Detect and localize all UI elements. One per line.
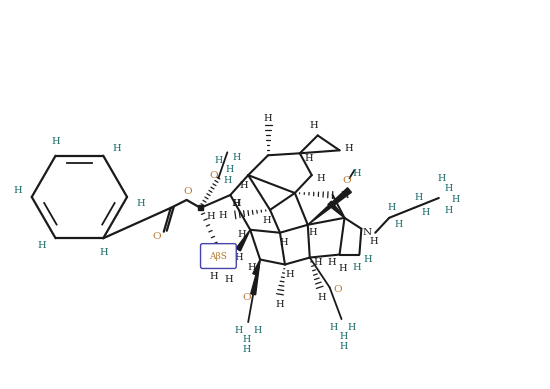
- Text: H: H: [369, 237, 378, 246]
- Text: H: H: [279, 238, 288, 247]
- FancyBboxPatch shape: [201, 244, 236, 268]
- Text: H: H: [254, 326, 262, 335]
- Text: H: H: [352, 169, 361, 178]
- Text: H: H: [352, 263, 361, 272]
- Text: H: H: [242, 335, 250, 344]
- Text: H: H: [225, 165, 233, 173]
- Text: H: H: [444, 207, 453, 216]
- Text: H: H: [438, 173, 446, 182]
- Polygon shape: [198, 205, 203, 210]
- Text: H: H: [387, 203, 395, 212]
- Text: H: H: [363, 255, 372, 264]
- Text: H: H: [234, 326, 243, 335]
- Text: H: H: [327, 258, 336, 267]
- Text: H: H: [234, 253, 243, 262]
- Text: H: H: [395, 220, 403, 229]
- Text: H: H: [14, 186, 22, 194]
- Polygon shape: [308, 188, 351, 225]
- Text: H: H: [232, 153, 240, 162]
- Text: H: H: [344, 144, 353, 153]
- Text: H: H: [218, 211, 227, 220]
- Text: H: H: [348, 322, 356, 331]
- Text: O: O: [183, 186, 192, 196]
- Text: H: H: [51, 137, 60, 146]
- Text: H: H: [113, 144, 122, 153]
- Text: N: N: [363, 228, 372, 237]
- Text: H: H: [340, 191, 349, 200]
- Text: O: O: [342, 175, 351, 185]
- Text: H: H: [317, 293, 326, 302]
- Text: H: H: [329, 322, 338, 331]
- Text: H: H: [339, 333, 348, 342]
- Polygon shape: [236, 230, 250, 251]
- Text: H: H: [136, 200, 145, 209]
- Text: H: H: [309, 228, 317, 237]
- Text: H: H: [37, 241, 46, 250]
- Text: H: H: [310, 121, 318, 130]
- Text: H: H: [237, 230, 245, 239]
- Text: H: H: [231, 200, 240, 209]
- Text: O: O: [209, 171, 218, 180]
- Text: H: H: [99, 248, 108, 257]
- Text: H: H: [305, 154, 313, 163]
- Text: H: H: [264, 114, 272, 123]
- Polygon shape: [328, 201, 344, 218]
- Text: H: H: [338, 264, 347, 273]
- Text: H: H: [452, 195, 460, 205]
- Text: H: H: [339, 342, 348, 351]
- Text: O: O: [333, 285, 342, 294]
- Text: H: H: [209, 272, 218, 281]
- Text: H: H: [224, 275, 233, 284]
- Text: H: H: [239, 180, 248, 189]
- Text: O: O: [152, 232, 161, 241]
- Text: H: H: [276, 300, 284, 309]
- Text: H: H: [223, 175, 232, 185]
- Text: H: H: [263, 216, 271, 225]
- Text: H: H: [422, 209, 430, 217]
- Text: O: O: [242, 293, 250, 302]
- Text: H: H: [444, 184, 453, 193]
- Text: H: H: [248, 263, 256, 272]
- Text: H: H: [316, 173, 325, 182]
- Text: H: H: [214, 156, 223, 165]
- Text: H: H: [242, 345, 250, 354]
- Text: AβS: AβS: [210, 252, 227, 261]
- Text: H: H: [285, 270, 294, 279]
- Polygon shape: [253, 259, 260, 275]
- Text: H: H: [232, 200, 240, 209]
- Text: H: H: [206, 212, 215, 221]
- Text: H: H: [415, 193, 423, 203]
- Polygon shape: [251, 259, 260, 295]
- Text: H: H: [314, 258, 322, 267]
